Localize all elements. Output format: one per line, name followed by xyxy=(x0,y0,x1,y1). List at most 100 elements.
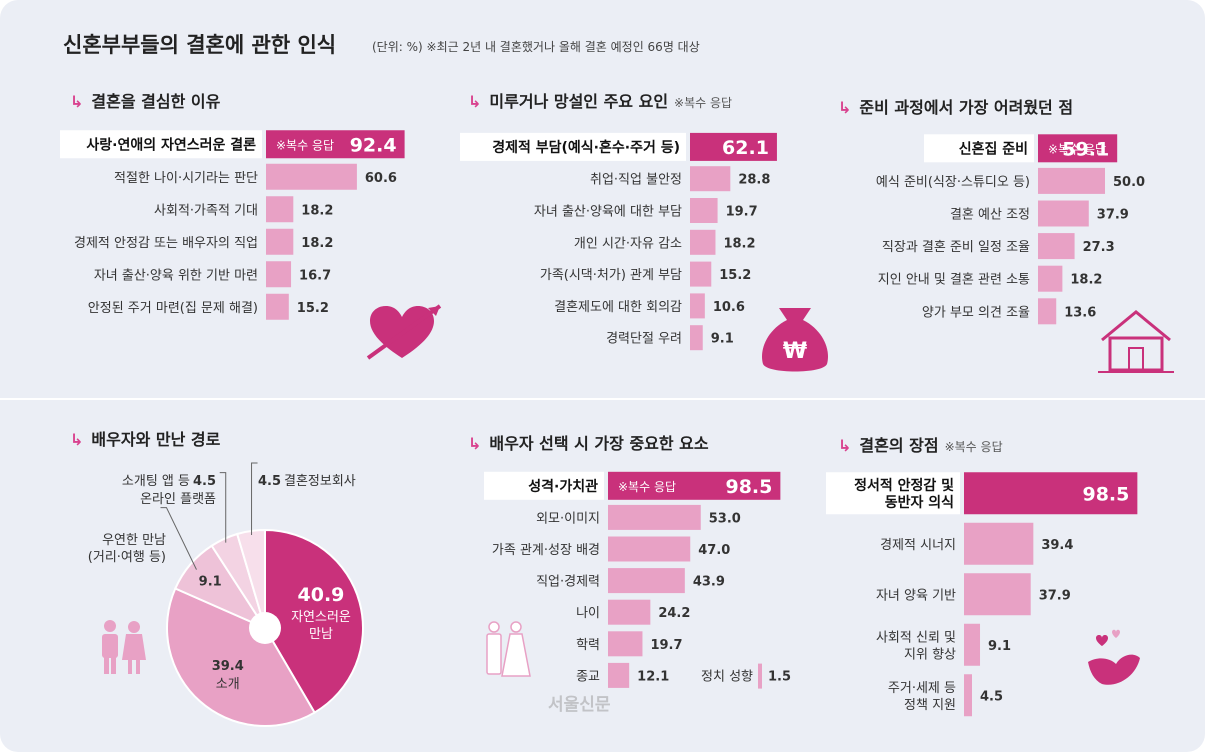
value-label: 28.8 xyxy=(738,173,770,188)
bar xyxy=(266,293,289,320)
category-label: 나이 xyxy=(576,606,600,621)
panel-title-delay: ↳ 미루거나 망설인 주요 요인 ※복수 응답 xyxy=(468,92,733,111)
value-label: 18.2 xyxy=(723,236,755,251)
value-label: 15.2 xyxy=(719,268,751,283)
icon-part xyxy=(122,634,146,660)
slice-label: 소개 xyxy=(216,677,240,692)
value-label: 18.2 xyxy=(301,203,333,218)
category-label: 사회적·가족적 기대 xyxy=(154,203,258,218)
bar xyxy=(690,132,777,161)
top-category-box xyxy=(924,134,1034,163)
bar xyxy=(1038,167,1105,194)
icon-part xyxy=(488,621,500,633)
category-label: 정치 성향 xyxy=(701,670,753,685)
category-label: 양가 부모 의견 조율 xyxy=(922,305,1030,320)
value-label: 59.1 xyxy=(1062,138,1109,160)
pie-slice xyxy=(264,528,364,714)
slice-label: 우연한 만남 xyxy=(102,533,166,548)
pie-slice xyxy=(235,528,266,629)
couple-icon xyxy=(102,620,146,674)
value-label: 18.2 xyxy=(301,236,333,251)
slice-label: 만남 xyxy=(309,627,333,642)
bar xyxy=(758,663,762,689)
house-body xyxy=(1108,336,1164,372)
delay-bar-chart: 경제적 부담(예식·혼수·주거 등) 62.1 취업·직업 불안정 28.8 자녀 출산… xyxy=(460,132,828,372)
bar xyxy=(1038,200,1089,227)
panel-title-route: ↳ 배우자와 만난 경로 xyxy=(70,430,221,449)
category-label: 직장과 결혼 준비 일정 조율 xyxy=(882,240,1030,255)
slice-value-label: 40.9 xyxy=(298,584,345,606)
category-label: 학력 xyxy=(576,638,600,653)
pink-arrow-icon: ↳ xyxy=(70,92,84,111)
value-label: 37.9 xyxy=(1097,208,1129,223)
bar xyxy=(690,293,705,319)
category-label: 사회적 신뢰 및 xyxy=(876,630,956,645)
icon-part xyxy=(128,660,132,674)
category-label: 사랑·연애의 자연스러운 결론 xyxy=(86,136,256,153)
bar xyxy=(266,163,357,190)
bar xyxy=(608,536,691,562)
category-label: 가족 관계·성장 배경 xyxy=(492,543,600,558)
pink-arrow-icon: ↳ xyxy=(838,98,852,117)
icon-part xyxy=(104,656,109,674)
category-label: 경제적 시너지 xyxy=(880,538,956,553)
top-note: ※복수 응답 xyxy=(1048,142,1106,156)
category-label: 성격·가치관 xyxy=(528,478,598,495)
row-divider xyxy=(0,398,1205,400)
category-label: 예식 준비(식장·스튜디오 등) xyxy=(876,175,1030,190)
page-subtitle: (단위: %) ※최근 2년 내 결혼했거나 올해 결혼 예정인 66명 대상 xyxy=(372,40,700,54)
watermark: 서울신문 xyxy=(548,695,611,715)
slice-label: 자연스러운 xyxy=(291,610,351,625)
category-label: 안정된 주거 마련(집 문제 해결) xyxy=(88,301,258,316)
panel-title-reasons: ↳ 결혼을 결심한 이유 xyxy=(70,92,221,111)
category-label: 경제적 부담(예식·혼수·주거 등) xyxy=(492,139,680,156)
slice-value-label: 39.4 xyxy=(212,659,244,674)
top-category-box xyxy=(484,471,604,500)
bride-groom-icon xyxy=(486,621,531,677)
icon-part xyxy=(102,634,118,658)
category-label: 자녀 출산·양육 위한 기반 마련 xyxy=(94,268,258,283)
category-label: 결혼 예산 조정 xyxy=(950,208,1030,223)
icon-part xyxy=(128,621,140,633)
value-label: 12.1 xyxy=(637,669,669,684)
value-label: 15.2 xyxy=(297,301,329,316)
icon-part xyxy=(501,633,531,677)
category-label: 정책 지원 xyxy=(904,698,956,713)
bar xyxy=(266,130,405,159)
icon-part xyxy=(104,620,116,632)
category-label: 정서적 안정감 및 xyxy=(854,477,954,494)
bar xyxy=(608,504,701,530)
bar xyxy=(690,261,712,287)
value-label: 62.1 xyxy=(722,137,769,159)
bar xyxy=(964,573,1031,616)
category-label: 경제적 안정감 또는 배우자의 직업 xyxy=(74,236,258,251)
value-label: 50.0 xyxy=(1113,175,1145,190)
bar xyxy=(266,196,294,223)
page-title: 신혼부부들의 결혼에 관한 인식 xyxy=(63,33,337,57)
category-label: 주거·세제 등 xyxy=(888,681,956,696)
bag-top xyxy=(779,308,811,320)
panel-title-merits: ↳ 결혼의 장점 ※복수 응답 xyxy=(838,436,1003,455)
leader-line xyxy=(160,507,197,570)
pink-arrow-icon: ↳ xyxy=(468,434,482,453)
pie-slice xyxy=(166,587,316,727)
bar xyxy=(690,166,731,192)
value-label: 1.5 xyxy=(768,670,791,685)
value-label: 60.6 xyxy=(365,171,397,186)
slice-value-label: 4.5 xyxy=(193,474,216,489)
value-label: 98.5 xyxy=(1082,483,1129,505)
pink-arrow-icon: ↳ xyxy=(838,436,852,455)
value-label: 24.2 xyxy=(658,606,690,621)
bar xyxy=(964,674,972,717)
bar xyxy=(608,471,781,500)
value-label: 47.0 xyxy=(698,543,730,558)
value-label: 98.5 xyxy=(725,476,772,498)
bar xyxy=(608,631,643,657)
slice-label: 온라인 플랫폼 xyxy=(140,492,216,507)
category-label: 가족(시댁·처가) 관계 부담 xyxy=(540,268,682,283)
category-label: 외모·이미지 xyxy=(536,511,600,526)
